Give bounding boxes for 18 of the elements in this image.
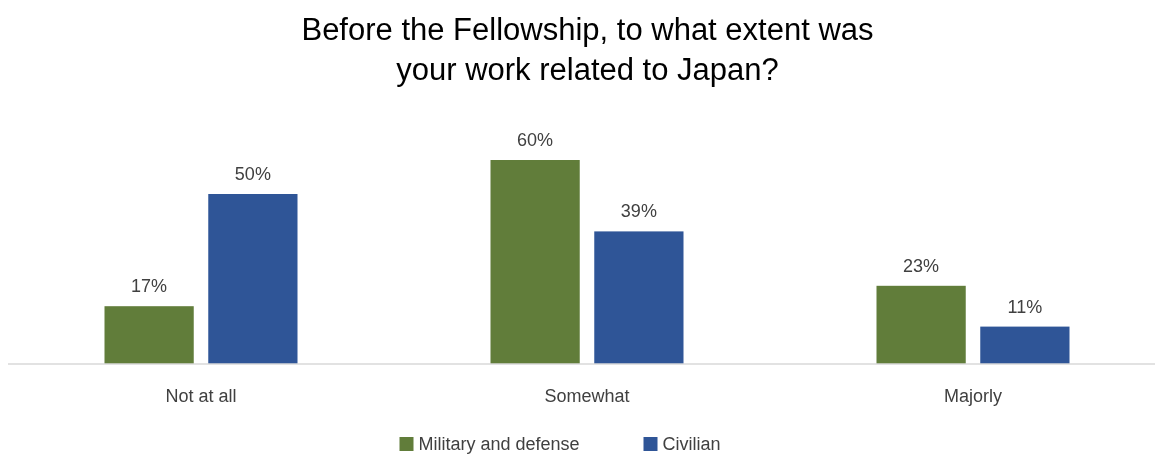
data-label: 11%: [1007, 296, 1043, 317]
bar: [594, 231, 684, 364]
data-label: 17%: [131, 276, 168, 297]
legend-label: Civilian: [662, 434, 721, 454]
data-label: 60%: [517, 130, 554, 150]
x-tick-label: Not at all: [165, 386, 237, 406]
bar: [104, 306, 194, 364]
bar: [876, 285, 966, 364]
bar: [980, 326, 1070, 364]
bar: [208, 194, 298, 364]
chart-title: Before the Fellowship, to what extent was your work related to Japan?: [301, 12, 874, 87]
bar: [490, 160, 580, 364]
data-label: 50%: [234, 164, 271, 184]
data-label: 23%: [903, 255, 940, 276]
x-tick-label: Somewhat: [544, 386, 630, 406]
x-tick-label: Majorly: [943, 386, 1003, 406]
legend-label: Military and defense: [418, 434, 580, 454]
data-label: 39%: [620, 201, 657, 222]
